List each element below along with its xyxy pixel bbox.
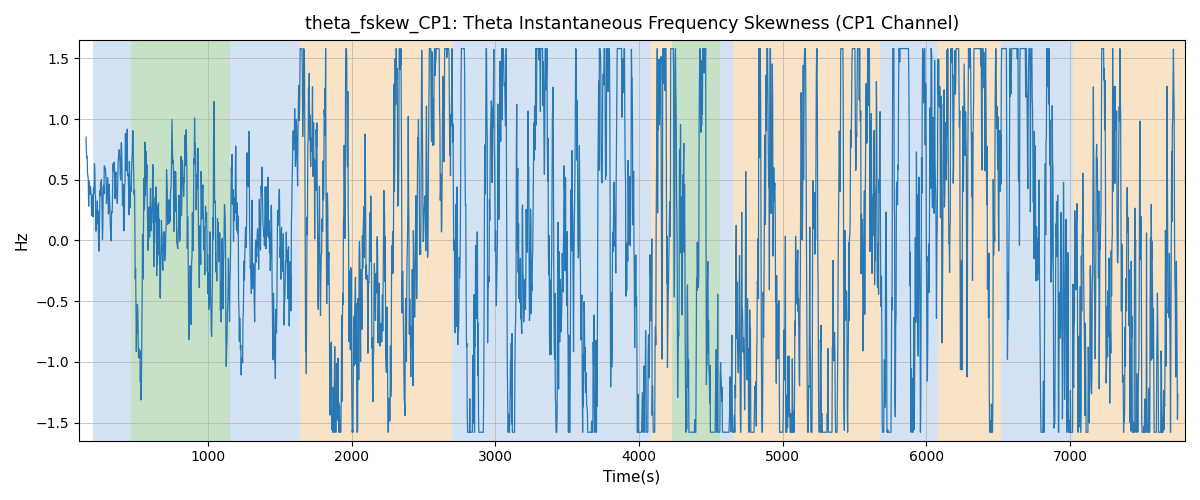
Bar	[672, 40, 720, 440]
Bar	[452, 40, 650, 440]
Bar	[131, 40, 229, 440]
Bar	[1073, 40, 1186, 440]
Bar	[1001, 40, 1073, 440]
Bar	[94, 40, 131, 440]
Bar	[300, 40, 452, 440]
Bar	[938, 40, 1001, 440]
Bar	[720, 40, 732, 440]
Bar	[229, 40, 300, 440]
Bar	[732, 40, 881, 440]
Y-axis label: Hz: Hz	[14, 230, 30, 250]
Title: theta_fskew_CP1: Theta Instantaneous Frequency Skewness (CP1 Channel): theta_fskew_CP1: Theta Instantaneous Fre…	[305, 15, 959, 34]
X-axis label: Time(s): Time(s)	[604, 470, 660, 485]
Bar	[881, 40, 938, 440]
Bar	[650, 40, 672, 440]
